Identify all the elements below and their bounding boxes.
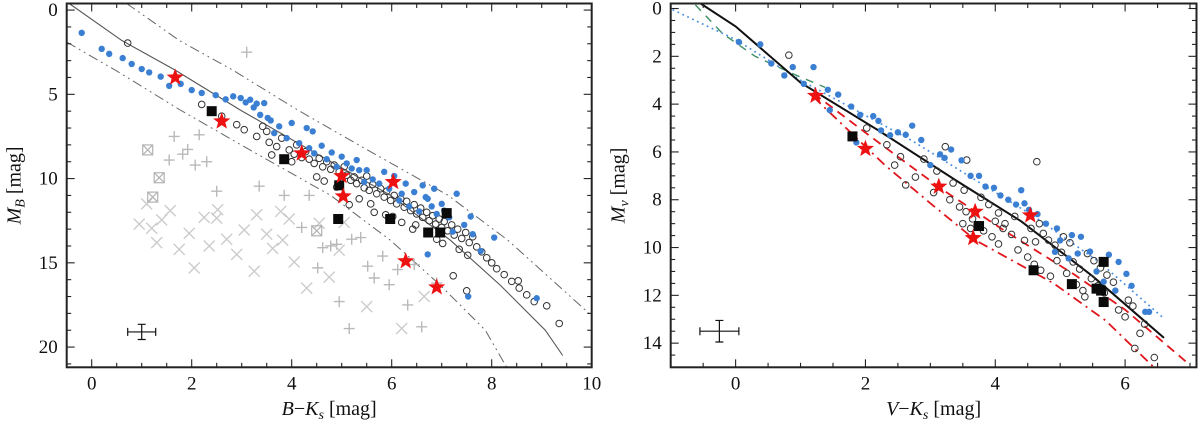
- blue-dotted-relation-line: [672, 8, 1163, 318]
- y-tick-label: 0: [652, 0, 662, 20]
- upper-envelope-line: [126, 3, 592, 317]
- x-tick-label: 8: [487, 373, 497, 394]
- y-tick-label: 0: [48, 0, 58, 21]
- right-panel-black-square-markers: [847, 131, 1109, 308]
- red-dashdot-relation-line: [812, 96, 1155, 368]
- left-panel-red-star-markers: [166, 68, 446, 295]
- left-panel-tick-labels: 0 2 4 6 8 10 0 5 10 15 20: [39, 0, 602, 394]
- right-panel-blue-filled-circle-markers: [735, 38, 1153, 316]
- y-tick-label: 12: [643, 285, 662, 306]
- right-x-axis-label: V−Ks​ [mag]: [886, 398, 981, 423]
- y-tick-label: 6: [652, 142, 662, 163]
- y-tick-label: 14: [643, 333, 663, 354]
- left-panel-error-bar: [127, 323, 157, 341]
- red-dashed-relation-line: [812, 92, 1188, 363]
- left-x-axis-label: B−Ks​ [mag]: [282, 398, 377, 423]
- left-y-axis-label: MB​ [mag]: [4, 146, 29, 225]
- x-tick-label: 4: [991, 373, 1001, 394]
- left-panel-ticks: [66, 3, 593, 368]
- y-tick-label: 8: [652, 190, 662, 211]
- x-tick-label: 0: [731, 373, 741, 394]
- y-tick-label: 10: [39, 169, 58, 190]
- lower-envelope-line: [66, 41, 508, 368]
- left-panel: 0 2 4 6 8 10 0 5 10 15 20 B−Ks​ [mag] MB​ [mag]: [4, 0, 602, 423]
- right-panel-frame: [669, 2, 1198, 369]
- x-tick-label: 6: [387, 373, 397, 394]
- left-panel-black-square-markers: [206, 106, 452, 238]
- left-panel-blue-filled-circle-markers: [78, 29, 540, 302]
- left-panel-gray-plus-markers: [163, 46, 443, 335]
- right-panel-red-star-markers: [806, 86, 1039, 246]
- y-tick-label: 10: [643, 238, 662, 259]
- y-tick-label: 15: [39, 253, 58, 274]
- y-tick-label: 2: [652, 46, 662, 67]
- left-panel-lines: [66, 3, 592, 368]
- right-panel-error-bar: [699, 319, 740, 343]
- right-panel-lines: [672, 3, 1188, 368]
- right-panel-ticks: [670, 3, 1197, 368]
- x-tick-label: 4: [287, 373, 297, 394]
- y-tick-label: 4: [652, 94, 662, 115]
- x-tick-label: 6: [1120, 373, 1130, 394]
- x-tick-label: 2: [861, 373, 871, 394]
- mean-relation-line: [68, 3, 564, 356]
- right-panel: 0 2 4 6 0 2 4 6 8 10 12 14 V−Ks​ [mag] Mv​ [mag]: [608, 0, 1198, 423]
- x-tick-label: 2: [187, 373, 197, 394]
- left-panel-gray-boxed-cross-markers: [142, 144, 323, 237]
- left-panel-gray-cross-markers: [133, 197, 431, 335]
- right-panel-tick-labels: 0 2 4 6 0 2 4 6 8 10 12 14: [643, 0, 1130, 394]
- left-panel-frame: [65, 2, 593, 369]
- right-y-axis-label: Mv​ [mag]: [608, 148, 633, 225]
- green-dashed-segment-line: [694, 4, 826, 89]
- y-tick-label: 20: [39, 337, 58, 358]
- right-panel-open-circle-markers: [785, 51, 1159, 362]
- y-tick-label: 5: [48, 84, 58, 105]
- x-tick-label: 0: [87, 373, 97, 394]
- x-tick-label: 10: [582, 373, 601, 394]
- black-solid-relation-line: [700, 3, 1165, 339]
